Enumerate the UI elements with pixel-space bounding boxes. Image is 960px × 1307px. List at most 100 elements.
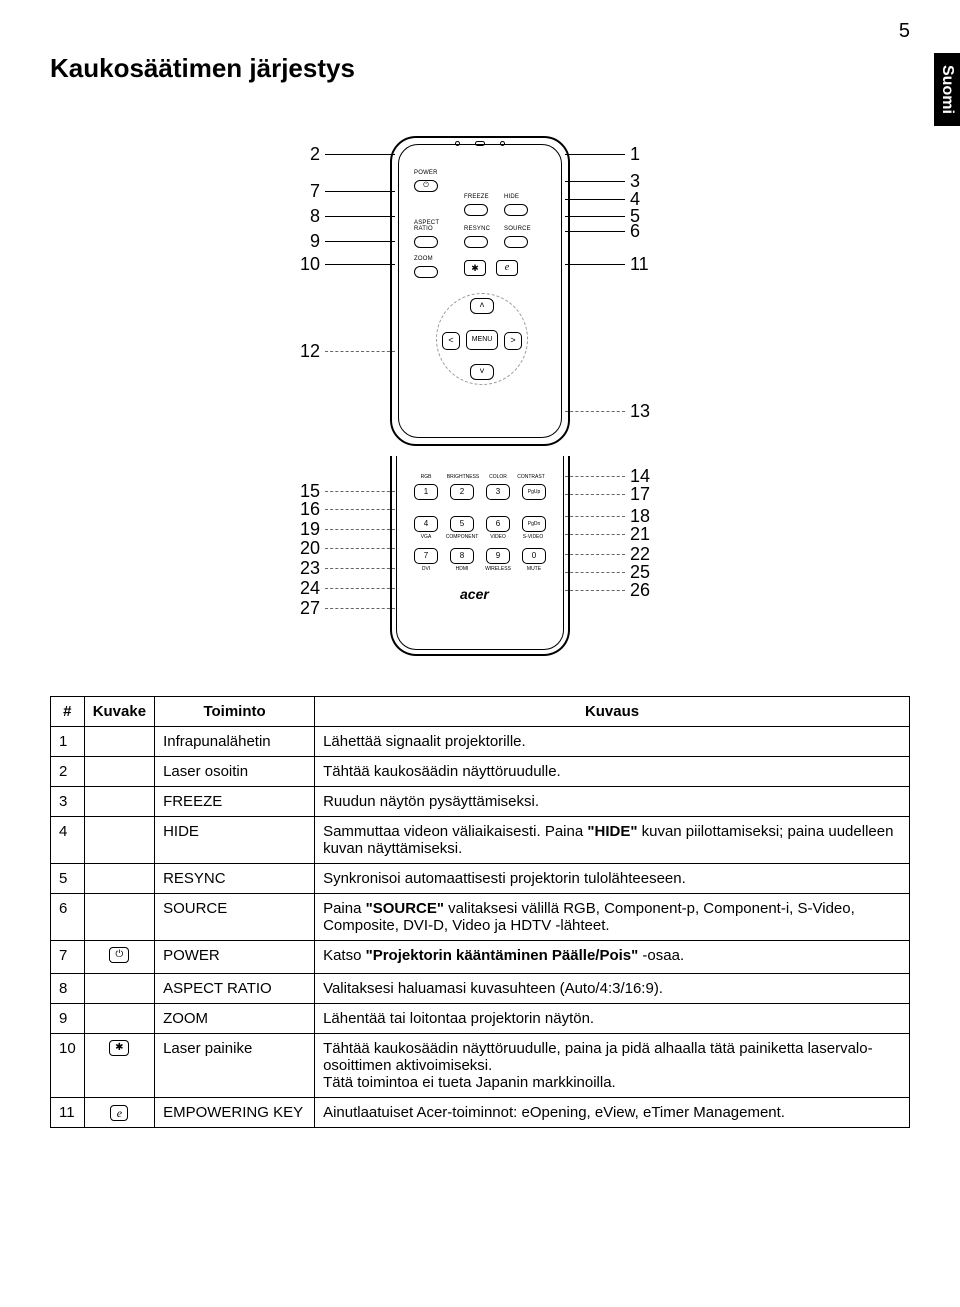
cell-icon [84, 863, 154, 893]
leader-line [325, 154, 395, 155]
lbl-svideo: S-VIDEO [516, 534, 550, 540]
cell-desc: Paina "SOURCE" valitaksesi välillä RGB, … [315, 893, 910, 940]
page-title: Kaukosäätimen järjestys [50, 53, 355, 84]
table-row: 9ZOOMLähentää tai loitontaa projektorin … [51, 1003, 910, 1033]
lbl-component: COMPONENT [442, 534, 482, 540]
table-row: 8ASPECT RATIOValitaksesi haluamasi kuvas… [51, 973, 910, 1003]
callout-24: 24 [290, 578, 320, 599]
dpad-left: < [442, 332, 460, 350]
dpad-right: > [504, 332, 522, 350]
table-row: 6SOURCEPaina "SOURCE" valitaksesi välill… [51, 893, 910, 940]
th-func: Toiminto [155, 696, 315, 726]
empowering-icon: e [110, 1105, 128, 1121]
leader-line [325, 191, 395, 192]
cell-icon [84, 1033, 154, 1097]
lbl-contrast: CONTRAST [514, 474, 548, 480]
lbl-hdmi: HDMI [446, 566, 478, 572]
key-9: 9 [486, 548, 510, 564]
table-row: 1 InfrapunalähetinLähettää signaalit proj… [51, 726, 910, 756]
power-icon [109, 947, 129, 963]
key-6: 6 [486, 516, 510, 532]
table-row: 10Laser painikeTähtää kaukosäädin näyttö… [51, 1033, 910, 1097]
leader-line [565, 411, 625, 412]
menu-button: MENU [466, 330, 498, 350]
lbl-wireless: WIRELESS [480, 566, 516, 572]
cell-num: 11 [51, 1097, 85, 1127]
leader-line [565, 572, 625, 573]
page-number: 5 [50, 20, 910, 43]
resync-button [464, 236, 488, 248]
cell-icon [84, 816, 154, 863]
cell-num: 1 [51, 726, 85, 756]
table-row: 11 e EMPOWERING KEYAinutlaatuiset Acer-toi… [51, 1097, 910, 1127]
leader-line [325, 568, 395, 569]
dpad-down: ˅ [470, 364, 494, 380]
cell-func: FREEZE [155, 786, 315, 816]
cell-func: RESYNC [155, 863, 315, 893]
cell-func: Infrapunalähetin [155, 726, 315, 756]
leader-line [565, 216, 625, 217]
leader-line [565, 494, 625, 495]
label-power: POWER [414, 170, 438, 176]
laser-button: ✱ [464, 260, 486, 276]
key-pgup: PgUp [522, 484, 546, 500]
cell-icon [84, 1003, 154, 1033]
cell-num: 10 [51, 1033, 85, 1097]
leader-line [325, 264, 395, 265]
callout-6: 6 [630, 221, 640, 242]
label-source: SOURCE [504, 226, 531, 232]
dpad-up: ˄ [470, 298, 494, 314]
table-row: 7POWERKatso "Projektorin kääntäminen Pää… [51, 940, 910, 973]
cell-desc: Ainutlaatuiset Acer-toiminnot: eOpening,… [315, 1097, 910, 1127]
hide-button [504, 204, 528, 216]
key-7: 7 [414, 548, 438, 564]
lbl-rgb: RGB [412, 474, 440, 480]
remote-outline: POWER ⏻ FREEZE HIDE ASPECT RATIO RESYNC … [390, 136, 570, 446]
lbl-vga: VGA [412, 534, 440, 540]
leader-line [565, 590, 625, 591]
cell-desc: Lähettää signaalit projektorille. [315, 726, 910, 756]
cell-icon [84, 786, 154, 816]
leader-line [325, 216, 395, 217]
cell-desc: Katso "Projektorin kääntäminen Päälle/Po… [315, 940, 910, 973]
zoom-button [414, 266, 438, 278]
table-row: 2Laser osoitinTähtää kaukosäädin näyttör… [51, 756, 910, 786]
lbl-mute: MUTE [520, 566, 548, 572]
freeze-button [464, 204, 488, 216]
leader-line [325, 548, 395, 549]
callout-17: 17 [630, 484, 650, 505]
cell-num: 6 [51, 893, 85, 940]
label-zoom: ZOOM [414, 256, 433, 262]
cell-desc: Synkronisoi automaattisesti projektorin … [315, 863, 910, 893]
leader-line [565, 231, 625, 232]
callout-8: 8 [290, 206, 320, 227]
label-hide: HIDE [504, 194, 519, 200]
lbl-video: VIDEO [484, 534, 512, 540]
callout-27: 27 [290, 598, 320, 619]
callout-12: 12 [290, 341, 320, 362]
callout-1: 1 [630, 144, 640, 165]
callout-7: 7 [290, 181, 320, 202]
leader-line [325, 509, 395, 510]
cell-desc: Lähentää tai loitontaa projektorin näytö… [315, 1003, 910, 1033]
cell-icon [84, 893, 154, 940]
callout-10: 10 [290, 254, 320, 275]
th-num: # [51, 696, 85, 726]
key-2: 2 [450, 484, 474, 500]
th-icon: Kuvake [84, 696, 154, 726]
th-desc: Kuvaus [315, 696, 910, 726]
callout-9: 9 [290, 231, 320, 252]
leader-line [565, 181, 625, 182]
callout-16: 16 [290, 499, 320, 520]
table-body: 1 InfrapunalähetinLähettää signaalit proj… [51, 726, 910, 1127]
callout-20: 20 [290, 538, 320, 559]
cell-icon [84, 973, 154, 1003]
power-button: ⏻ [414, 180, 438, 192]
cell-func: EMPOWERING KEY [155, 1097, 315, 1127]
leader-line [565, 264, 625, 265]
label-aspect: ASPECT RATIO [414, 220, 444, 232]
cell-num: 5 [51, 863, 85, 893]
cell-desc: Tähtää kaukosäädin näyttöruudulle. [315, 756, 910, 786]
source-button [504, 236, 528, 248]
aspect-button [414, 236, 438, 248]
